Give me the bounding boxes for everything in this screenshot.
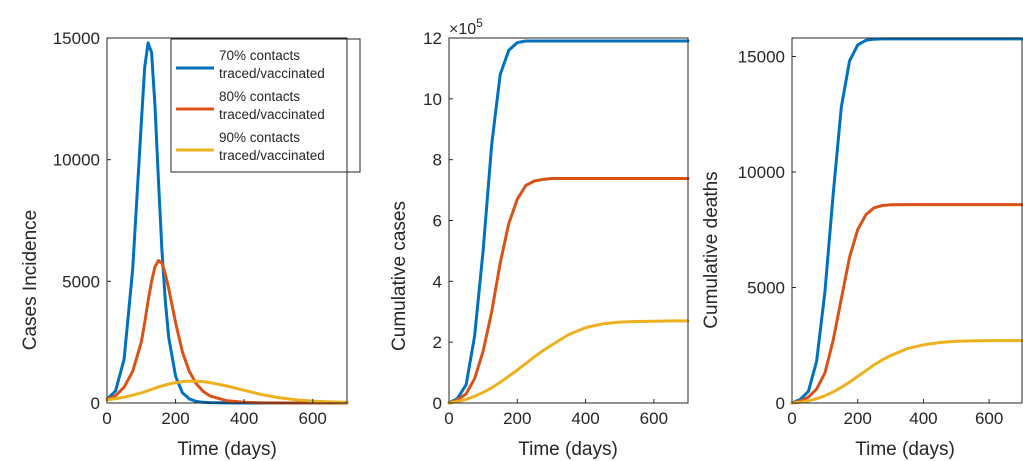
x-tick-label: 0 bbox=[102, 409, 111, 428]
x-tick-label: 0 bbox=[787, 409, 796, 428]
legend-label-line2: traced/vaccinated bbox=[219, 148, 325, 163]
y-tick-label: 4 bbox=[433, 272, 442, 291]
axes-frame bbox=[791, 37, 1023, 404]
series-line-1 bbox=[105, 259, 349, 405]
y-tick-label: 5000 bbox=[62, 272, 100, 291]
y-tick-label: 8 bbox=[433, 151, 442, 170]
y-tick-label: 10 bbox=[423, 90, 442, 109]
series-line-1 bbox=[790, 203, 1023, 405]
series-line-1 bbox=[447, 177, 690, 405]
series-line-0 bbox=[790, 37, 1023, 405]
y-tick-label: 0 bbox=[433, 394, 442, 413]
y-axis-label: Cumulative cases bbox=[389, 201, 410, 351]
x-tick-label: 600 bbox=[299, 409, 327, 428]
y-tick-label: 5000 bbox=[747, 278, 785, 297]
series-line-0 bbox=[447, 39, 690, 405]
x-tick-label: 0 bbox=[444, 409, 453, 428]
x-tick-label: 200 bbox=[161, 409, 189, 428]
x-tick-label: 600 bbox=[640, 409, 668, 428]
y-axis-label: Cumulative deaths bbox=[701, 171, 722, 328]
axis-exponent: ×105 bbox=[449, 16, 483, 38]
legend-label-line1: 90% contacts bbox=[219, 130, 300, 145]
axes-frame bbox=[106, 37, 348, 404]
x-tick-label: 400 bbox=[909, 409, 937, 428]
panel-cases-incidence: Cases Incidence Time (days) 70% contacts… bbox=[20, 29, 361, 460]
panel-cumulative-deaths: Cumulative deaths Time (days) 0 200 400 600… bbox=[701, 37, 1023, 460]
series-lines bbox=[790, 37, 1023, 405]
y-tick-label: 2 bbox=[433, 333, 442, 352]
x-tick-label: 400 bbox=[571, 409, 599, 428]
y-tick-label: 10000 bbox=[738, 163, 785, 182]
x-tick-label: 200 bbox=[503, 409, 531, 428]
legend-label-line1: 80% contacts bbox=[219, 89, 300, 104]
panel-cumulative-cases: Cumulative cases Time (days) ×105 0 200 40… bbox=[389, 16, 690, 460]
y-tick-label: 15000 bbox=[738, 47, 785, 66]
series-line-2 bbox=[447, 319, 690, 405]
x-axis-label: Time (days) bbox=[177, 439, 277, 460]
legend-label-line2: traced/vaccinated bbox=[219, 107, 325, 122]
legend-label-line2: traced/vaccinated bbox=[219, 66, 325, 81]
x-tick-label: 600 bbox=[975, 409, 1003, 428]
exponent-base: ×10 bbox=[449, 21, 476, 38]
y-tick-label: 0 bbox=[776, 394, 785, 413]
series-line-2 bbox=[105, 379, 349, 404]
legend-label-line1: 70% contacts bbox=[219, 48, 300, 63]
y-tick-label: 0 bbox=[91, 394, 100, 413]
legend: 70% contacts traced/vaccinated 80% contact… bbox=[170, 38, 361, 173]
y-tick-label: 12 bbox=[423, 29, 442, 48]
series-lines bbox=[447, 39, 690, 405]
x-axis-label: Time (days) bbox=[855, 439, 955, 460]
series-line-2 bbox=[790, 339, 1023, 405]
x-tick-label: 200 bbox=[844, 409, 872, 428]
y-tick-label: 15000 bbox=[53, 29, 100, 48]
y-tick-label: 6 bbox=[433, 212, 442, 231]
exponent-power: 5 bbox=[476, 16, 483, 30]
x-tick-label: 400 bbox=[230, 409, 258, 428]
x-axis-label: Time (days) bbox=[518, 439, 618, 460]
y-axis-label: Cases Incidence bbox=[20, 210, 41, 350]
y-tick-label: 10000 bbox=[53, 151, 100, 170]
